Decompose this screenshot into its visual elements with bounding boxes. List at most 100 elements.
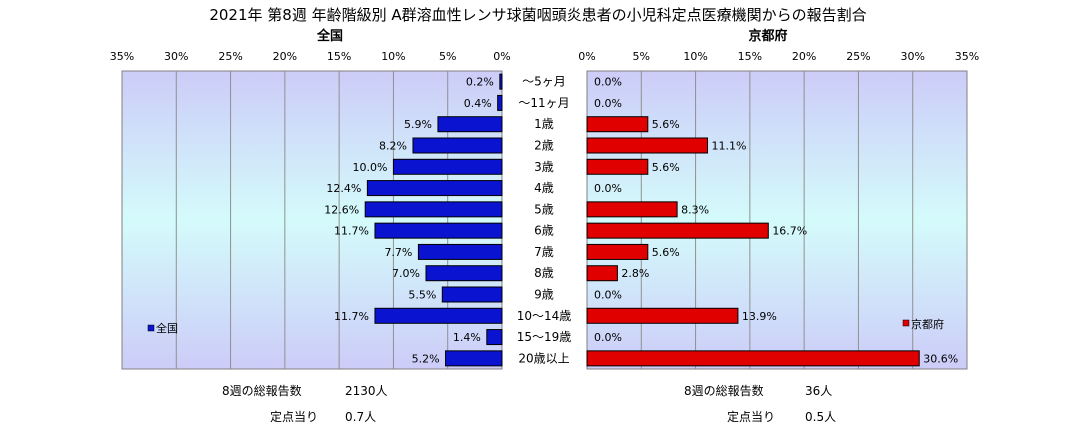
- plot-area-kyoto: [586, 70, 968, 370]
- category-label: ～5ヶ月: [522, 75, 566, 89]
- bar-national: [366, 180, 503, 197]
- category-label: 9歳: [534, 288, 554, 302]
- national-total-value: 2130人: [345, 384, 388, 398]
- tick-label-national-35: 35%: [110, 50, 134, 63]
- data-label-kyoto: 0.0%: [594, 76, 622, 89]
- kyoto-per-label: 定点当り: [727, 410, 776, 424]
- panel-title-kyoto: 京都府: [748, 28, 787, 44]
- tick-label-national-10: 10%: [381, 50, 405, 63]
- bar-kyoto: [586, 350, 920, 367]
- data-label-kyoto: 2.8%: [621, 267, 649, 280]
- bar-national: [364, 201, 503, 218]
- bar-national: [425, 265, 503, 282]
- tick-label-kyoto-25: 25%: [846, 50, 870, 63]
- category-label: 15～19歳: [517, 330, 572, 344]
- legend-national-swatch: [147, 324, 155, 332]
- data-label-kyoto: 5.6%: [652, 161, 680, 174]
- data-label-national: 0.4%: [464, 97, 492, 110]
- data-label-national: 8.2%: [379, 140, 407, 153]
- bar-kyoto: [586, 222, 769, 239]
- data-label-kyoto: 5.6%: [652, 246, 680, 259]
- tick-label-national-0: 0%: [493, 50, 510, 63]
- data-label-national: 12.6%: [324, 203, 359, 216]
- data-label-national: 5.5%: [408, 289, 436, 302]
- national-total-label: 8週の総報告数: [222, 384, 302, 398]
- legend-national: 全国: [147, 321, 178, 335]
- category-label: 8歳: [534, 266, 554, 280]
- bar-national: [445, 350, 503, 367]
- data-label-national: 7.7%: [384, 246, 412, 259]
- kyoto-per-value: 0.5人: [805, 410, 837, 424]
- bar-kyoto: [586, 243, 649, 260]
- category-label: 7歳: [534, 245, 554, 259]
- bar-national: [486, 329, 503, 346]
- bar-national: [499, 73, 503, 90]
- data-label-national: 11.7%: [334, 310, 369, 323]
- bar-kyoto: [586, 201, 678, 218]
- national-per-value: 0.7人: [345, 410, 377, 424]
- tick-label-kyoto-15: 15%: [738, 50, 762, 63]
- data-label-national: 10.0%: [352, 161, 387, 174]
- data-label-kyoto: 0.0%: [594, 182, 622, 195]
- category-label: 1歳: [534, 117, 554, 131]
- tick-label-kyoto-20: 20%: [792, 50, 816, 63]
- tick-label-national-20: 20%: [273, 50, 297, 63]
- bar-national: [392, 158, 503, 175]
- kyoto-total-label: 8週の総報告数: [684, 384, 764, 398]
- panel-title-national: 全国: [316, 28, 343, 44]
- tick-label-kyoto-5: 5%: [633, 50, 650, 63]
- data-label-national: 7.0%: [392, 267, 420, 280]
- data-label-kyoto: 0.0%: [594, 289, 622, 302]
- data-label-kyoto: 5.6%: [652, 118, 680, 131]
- data-label-national: 1.4%: [453, 331, 481, 344]
- data-label-national: 5.2%: [412, 352, 440, 365]
- legend-kyoto-label: 京都府: [911, 317, 944, 331]
- tick-label-national-30: 30%: [164, 50, 188, 63]
- bar-national: [497, 94, 503, 111]
- bar-national: [374, 307, 503, 324]
- category-label: 2歳: [534, 139, 554, 153]
- bar-national: [437, 116, 503, 133]
- data-label-kyoto: 0.0%: [594, 97, 622, 110]
- bar-national: [412, 137, 503, 154]
- category-label: 3歳: [534, 160, 554, 174]
- tick-label-national-15: 15%: [327, 50, 351, 63]
- tick-label-kyoto-35: 35%: [955, 50, 979, 63]
- legend-national-label: 全国: [156, 321, 178, 335]
- legend-kyoto-swatch: [902, 319, 910, 327]
- category-label: 10～14歳: [517, 309, 572, 323]
- plot-area-national: [121, 70, 503, 370]
- category-label: ～11ヶ月: [518, 96, 569, 110]
- bar-national: [374, 222, 503, 239]
- bar-kyoto: [586, 265, 618, 282]
- data-label-kyoto: 8.3%: [681, 203, 709, 216]
- tick-label-national-5: 5%: [439, 50, 456, 63]
- category-label: 6歳: [534, 224, 554, 238]
- tick-label-kyoto-10: 10%: [683, 50, 707, 63]
- bar-kyoto: [586, 158, 649, 175]
- category-label: 20歳以上: [518, 351, 569, 365]
- data-label-national: 11.7%: [334, 225, 369, 238]
- category-label: 4歳: [534, 181, 554, 195]
- data-label-kyoto: 13.9%: [742, 310, 777, 323]
- legend-kyoto: 京都府: [902, 317, 944, 331]
- data-label-kyoto: 11.1%: [712, 140, 747, 153]
- kyoto-total-value: 36人: [805, 384, 833, 398]
- data-label-national: 5.9%: [404, 118, 432, 131]
- national-per-label: 定点当り: [270, 410, 319, 424]
- bar-national: [417, 243, 503, 260]
- bar-kyoto: [586, 137, 709, 154]
- data-label-kyoto: 0.0%: [594, 331, 622, 344]
- tick-label-national-25: 25%: [218, 50, 242, 63]
- bar-kyoto: [586, 307, 739, 324]
- bar-kyoto: [586, 116, 649, 133]
- data-label-national: 12.4%: [326, 182, 361, 195]
- data-label-kyoto: 30.6%: [923, 352, 958, 365]
- bar-national: [441, 286, 503, 303]
- data-label-kyoto: 16.7%: [772, 225, 807, 238]
- data-label-national: 0.2%: [466, 76, 494, 89]
- category-label: 5歳: [534, 202, 554, 216]
- tick-label-kyoto-30: 30%: [900, 50, 924, 63]
- chart-title: 2021年 第8週 年齢階級別 A群溶血性レンサ球菌咽頭炎患者の小児科定点医療機…: [209, 6, 866, 24]
